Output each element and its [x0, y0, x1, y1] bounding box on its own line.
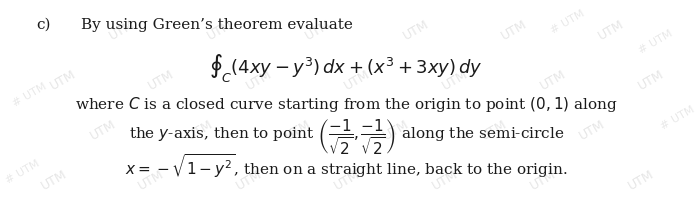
- Text: # UTM: # UTM: [10, 81, 48, 109]
- Text: UTM: UTM: [342, 67, 373, 93]
- Text: UTM: UTM: [38, 167, 69, 193]
- Text: UTM: UTM: [498, 17, 529, 43]
- Text: $\oint_{C} (4xy - y^3)\,dx + (x^3 + 3xy)\,dy$: $\oint_{C} (4xy - y^3)\,dx + (x^3 + 3xy)…: [210, 52, 483, 84]
- Text: # UTM: # UTM: [637, 28, 675, 56]
- Text: UTM: UTM: [479, 117, 510, 143]
- Text: UTM: UTM: [538, 67, 568, 93]
- Text: UTM: UTM: [577, 117, 607, 143]
- Text: By using Green’s theorem evaluate: By using Green’s theorem evaluate: [81, 18, 353, 32]
- Text: UTM: UTM: [303, 17, 333, 43]
- Text: UTM: UTM: [596, 17, 627, 43]
- Text: UTM: UTM: [635, 67, 666, 93]
- Text: where $C$ is a closed curve starting from the origin to point $(0, 1)$ along: where $C$ is a closed curve starting fro…: [75, 95, 618, 114]
- Text: UTM: UTM: [332, 167, 363, 193]
- Text: UTM: UTM: [48, 67, 79, 93]
- Text: $x = -\sqrt{1 - y^2}$, then on a straight line, back to the origin.: $x = -\sqrt{1 - y^2}$, then on a straigh…: [125, 152, 568, 180]
- Text: # UTM: # UTM: [659, 104, 697, 132]
- Text: UTM: UTM: [205, 17, 236, 43]
- Text: UTM: UTM: [87, 117, 118, 143]
- Text: UTM: UTM: [107, 17, 138, 43]
- Text: UTM: UTM: [234, 167, 265, 193]
- Text: UTM: UTM: [528, 167, 559, 193]
- Text: c): c): [36, 18, 50, 32]
- Text: # UTM: # UTM: [549, 8, 586, 36]
- Text: UTM: UTM: [136, 167, 167, 193]
- Text: UTM: UTM: [401, 17, 431, 43]
- Text: UTM: UTM: [430, 167, 461, 193]
- Text: UTM: UTM: [244, 67, 275, 93]
- Text: UTM: UTM: [381, 117, 412, 143]
- Text: UTM: UTM: [185, 117, 216, 143]
- Text: UTM: UTM: [283, 117, 314, 143]
- Text: # UTM: # UTM: [3, 158, 41, 186]
- Text: UTM: UTM: [626, 167, 656, 193]
- Text: UTM: UTM: [146, 67, 177, 93]
- Text: the $y$-axis, then to point $\left(\dfrac{-1}{\sqrt{2}}, \dfrac{-1}{\sqrt{2}}\ri: the $y$-axis, then to point $\left(\dfra…: [129, 118, 564, 157]
- Text: UTM: UTM: [440, 67, 470, 93]
